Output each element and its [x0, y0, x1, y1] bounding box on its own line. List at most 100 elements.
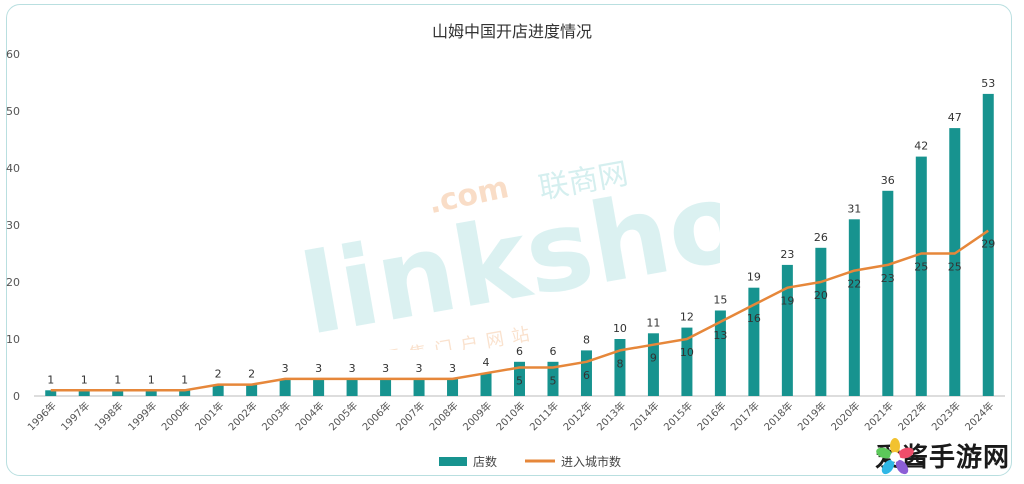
- chart-frame: [6, 4, 1012, 476]
- bar: [647, 333, 659, 396]
- bar: [848, 219, 860, 396]
- x-tick-label: 2008年: [426, 399, 460, 433]
- x-tick-label: 2016年: [694, 399, 728, 433]
- bar: [580, 350, 592, 396]
- line-value-label: 10: [680, 346, 694, 359]
- x-tick-label: 1999年: [125, 399, 159, 433]
- line-value-label: 6: [583, 369, 590, 382]
- line-value-label: 20: [814, 289, 828, 302]
- bar: [781, 264, 793, 396]
- bar-value-label: 1: [47, 373, 54, 386]
- bar: [380, 378, 392, 396]
- bar-value-label: 8: [583, 333, 590, 346]
- bar: [915, 156, 927, 396]
- bar: [815, 247, 827, 396]
- bar-value-label: 53: [981, 77, 995, 90]
- line-value-label: 9: [650, 352, 657, 365]
- x-axis: 1996年 1997年 1998年 1999年 2000年 2001年 2002年 2003年…: [25, 395, 1005, 433]
- y-tick-label: 0: [13, 390, 20, 403]
- y-tick-label: 30: [6, 219, 20, 232]
- x-tick-label: 2011年: [527, 399, 561, 433]
- x-tick-label: 2019年: [795, 399, 829, 433]
- bar: [514, 361, 525, 396]
- x-tick-label: 2014年: [627, 399, 661, 433]
- bar-value-label: 42: [914, 140, 928, 153]
- bar: [447, 378, 459, 396]
- line-value-label: 25: [914, 261, 928, 274]
- y-axis: 0 10 20 30 40 50 60: [6, 48, 20, 403]
- bar-value-label: 31: [847, 202, 861, 215]
- y-tick-label: 10: [6, 333, 20, 346]
- bar-value-label: 6: [549, 345, 556, 358]
- bar-value-label: 3: [315, 362, 322, 375]
- bar: [480, 373, 492, 396]
- line-value-label: 5: [516, 375, 523, 388]
- y-tick-label: 40: [6, 162, 20, 175]
- bar: [413, 378, 425, 396]
- x-tick-label: 2001年: [192, 399, 226, 433]
- bar: [346, 378, 358, 396]
- bar: [982, 93, 994, 397]
- bar-value-label: 11: [646, 316, 660, 329]
- bar: [246, 384, 258, 396]
- bar: [78, 390, 90, 396]
- x-tick-label: 2002年: [225, 399, 259, 433]
- x-tick-label: 2024年: [962, 399, 996, 433]
- bar: [882, 190, 894, 396]
- bar-value-label: 36: [881, 174, 895, 187]
- bar: [681, 327, 693, 396]
- x-tick-label: 2017年: [728, 399, 762, 433]
- line-value-label: 13: [713, 329, 727, 342]
- bar: [212, 384, 224, 396]
- bar: [949, 128, 961, 396]
- bar-value-label: 4: [483, 356, 490, 369]
- bar-value-label: 47: [948, 111, 962, 124]
- bar-value-label: 6: [516, 345, 523, 358]
- bar-value-label: 2: [215, 368, 222, 381]
- x-tick-label: 2000年: [159, 399, 193, 433]
- bar-value-label: 10: [613, 322, 627, 335]
- x-tick-label: 1996年: [25, 399, 59, 433]
- x-tick-label: 2022年: [895, 399, 929, 433]
- x-tick-label: 1997年: [58, 399, 92, 433]
- x-tick-label: 2009年: [460, 399, 494, 433]
- line-value-label: 25: [948, 261, 962, 274]
- bar: [145, 390, 157, 396]
- legend-label-stores: 店数: [473, 454, 497, 469]
- line-value-label: 19: [780, 295, 794, 308]
- x-tick-label: 2005年: [326, 399, 360, 433]
- legend-swatch-stores: [439, 457, 467, 466]
- bar-value-label: 26: [814, 231, 828, 244]
- bar-value-label: 3: [449, 362, 456, 375]
- x-tick-label: 2021年: [862, 399, 896, 433]
- y-tick-label: 60: [6, 48, 20, 61]
- bar-value-label: 3: [382, 362, 389, 375]
- x-tick-label: 2003年: [259, 399, 293, 433]
- line-value-label: 23: [881, 272, 895, 285]
- line-value-label: 29: [981, 238, 995, 251]
- bar-value-label: 1: [181, 373, 188, 386]
- bar: [179, 390, 191, 396]
- x-tick-label: 2004年: [292, 399, 326, 433]
- legend: 店数 进入城市数: [439, 454, 621, 469]
- x-tick-label: 2013年: [594, 399, 628, 433]
- flower-icon: [876, 438, 914, 475]
- x-tick-label: 2012年: [560, 399, 594, 433]
- line-path: [50, 229, 989, 392]
- bar-value-label: 15: [713, 294, 727, 307]
- y-tick-label: 20: [6, 276, 20, 289]
- x-tick-label: 1998年: [92, 399, 126, 433]
- bar: [313, 378, 325, 396]
- line-value-label: 8: [616, 357, 623, 370]
- bar-value-label: 1: [148, 373, 155, 386]
- x-tick-label: 2018年: [761, 399, 795, 433]
- bar-value-label: 2: [248, 368, 255, 381]
- bar: [45, 390, 57, 396]
- bar: [112, 390, 124, 396]
- x-tick-label: 2006年: [359, 399, 393, 433]
- bar-value-label: 3: [416, 362, 423, 375]
- x-tick-label: 2020年: [828, 399, 862, 433]
